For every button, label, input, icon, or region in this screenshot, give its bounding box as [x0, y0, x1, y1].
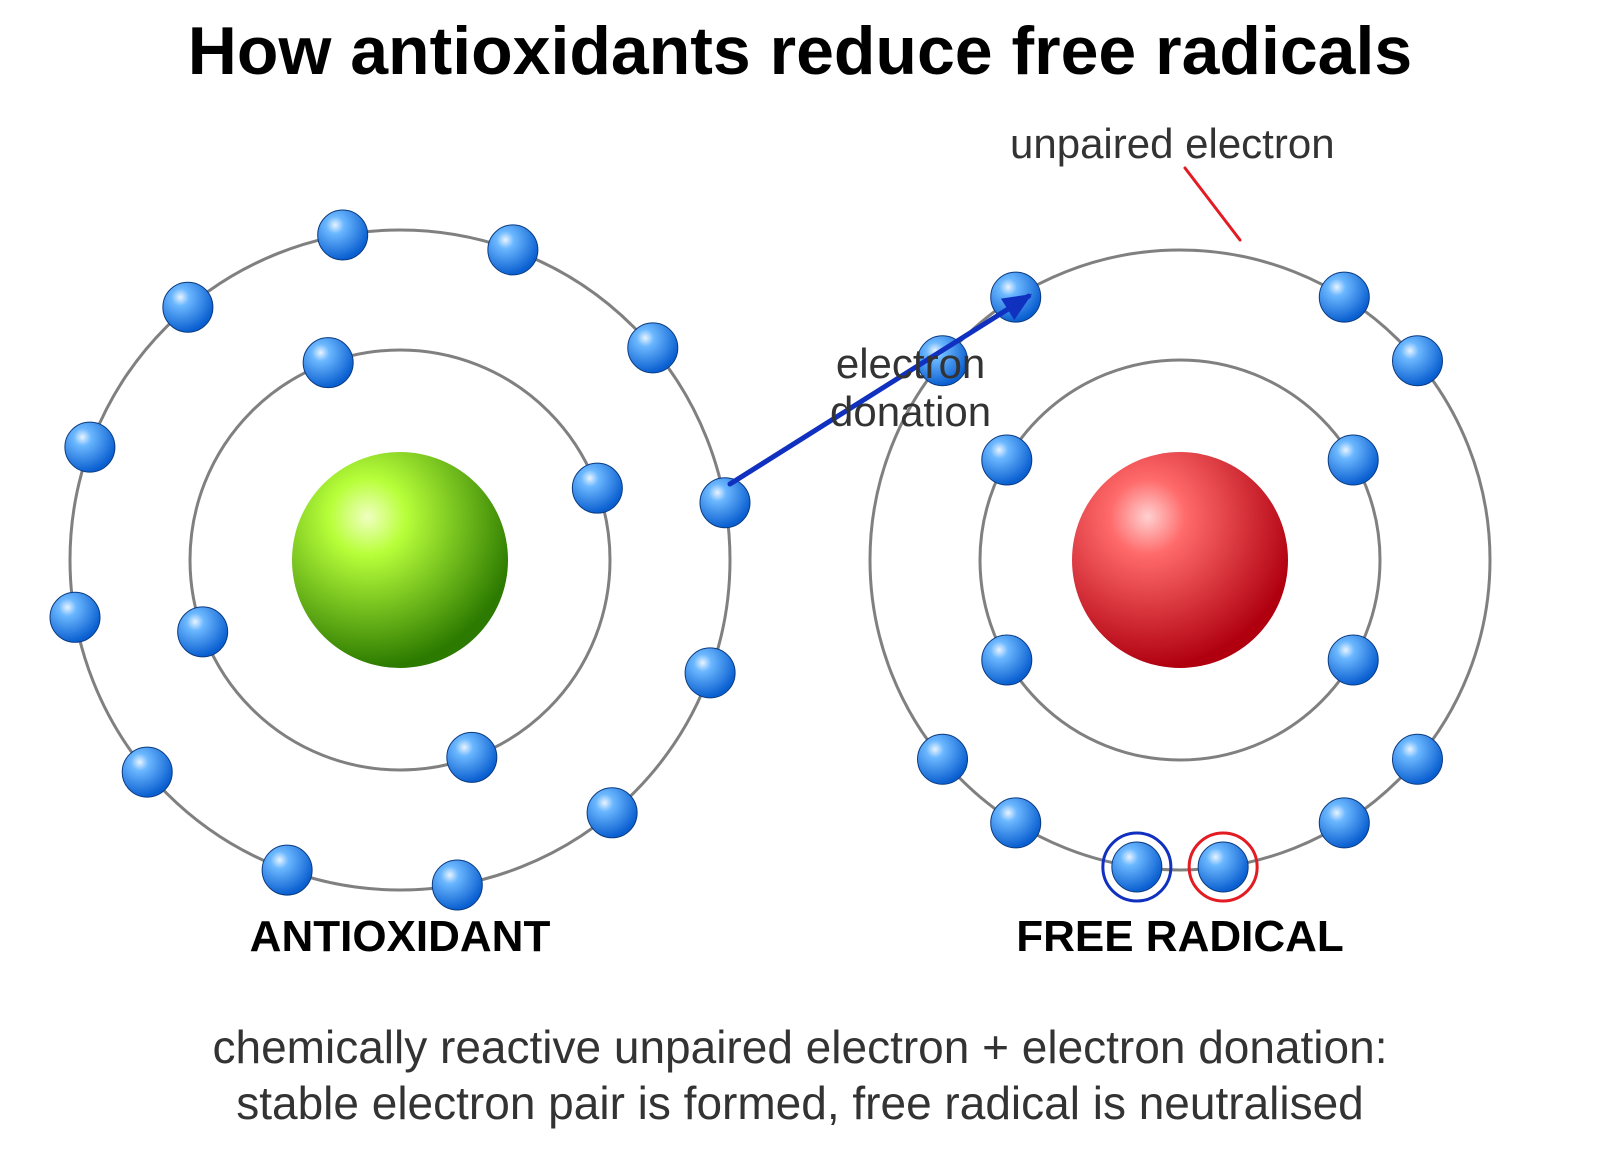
unpaired-leader-line [1185, 168, 1240, 240]
electron [700, 478, 750, 528]
electron [163, 282, 213, 332]
electron [982, 435, 1032, 485]
electron [122, 747, 172, 797]
nucleus [292, 452, 508, 668]
electron [1328, 635, 1378, 685]
electron [50, 592, 100, 642]
electron [318, 210, 368, 260]
diagram-svg [0, 0, 1600, 1172]
caption-line-1: chemically reactive unpaired electron + … [0, 1020, 1600, 1074]
electron [1319, 272, 1369, 322]
electron-donation-label: electron donation [830, 340, 991, 436]
donated-electron [1112, 842, 1162, 892]
electron [262, 845, 312, 895]
electron [685, 648, 735, 698]
electron [991, 798, 1041, 848]
nucleus [1072, 452, 1288, 668]
electron [447, 732, 497, 782]
electron [488, 225, 538, 275]
electron [1392, 734, 1442, 784]
electron [918, 734, 968, 784]
electron [65, 422, 115, 472]
electron [178, 607, 228, 657]
electron [628, 323, 678, 373]
antioxidant-label: ANTIOXIDANT [150, 912, 650, 962]
electron [1328, 435, 1378, 485]
caption-line-2: stable electron pair is formed, free rad… [0, 1076, 1600, 1130]
electron [572, 463, 622, 513]
electron [587, 788, 637, 838]
electron [982, 635, 1032, 685]
unpaired-electron [1198, 842, 1248, 892]
electron [1319, 798, 1369, 848]
unpaired-electron-label: unpaired electron [1010, 120, 1335, 168]
electron [1392, 336, 1442, 386]
diagram-stage: How antioxidants reduce free radicals AN… [0, 0, 1600, 1172]
freeradical-label: FREE RADICAL [930, 912, 1430, 962]
electron [303, 338, 353, 388]
electron [432, 860, 482, 910]
